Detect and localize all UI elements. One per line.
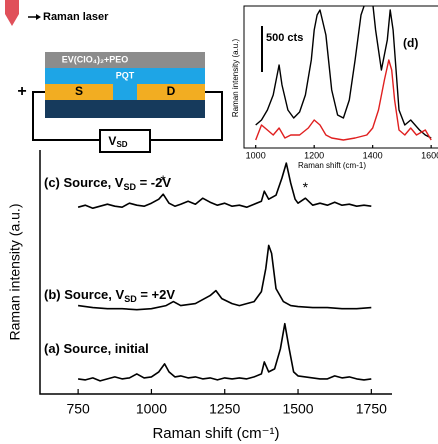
drain-label: D [167,84,176,98]
inset-x-title: Raman shift (cm-1) [298,161,366,170]
x-axis-title: Raman shift (cm⁻¹) [152,425,279,442]
y-axis-title: Raman intensity (a.u.) [7,204,23,341]
series-group [77,162,372,382]
spectrum-line [255,6,432,139]
inset-frame [243,5,438,149]
series-group [255,6,432,141]
drain-electrode [137,84,205,100]
trace-label-sub: SD [124,294,137,304]
plus-sign: + [17,83,26,100]
device-diagram: Raman laser EV(ClO₄)₂+PEO PQT S D + - VS… [5,0,223,153]
trace-label: (c) Source, VSD = -2V [44,175,171,192]
x-tick-label: 1000 [246,150,266,160]
top-layer-label: EV(ClO₄)₂+PEO [62,54,129,64]
source-electrode [45,84,113,100]
vsd-text: V [108,134,116,148]
scale-bar-label: 500 cts [266,32,303,44]
trace-label-sub: SD [123,182,136,192]
inset-chart: Raman intensity (a.u.) Raman shift (cm-1)… [231,5,438,170]
x-tick-label: 1000 [136,401,167,417]
arrow-head [36,14,41,20]
x-tick-label: 1600 [421,150,438,160]
trace-label-text: (c) Source, V [44,175,124,190]
trace-label-rest: = -2V [136,175,171,190]
trace-label: (b) Source, VSD = +2V [44,287,175,304]
laser-pointer [5,0,19,26]
circuit-wire [32,91,223,141]
peak-asterisk: * [303,179,309,195]
spectrum-line [77,244,372,311]
x-tick-label: 1200 [304,150,324,160]
pqt-layer [45,68,205,84]
x-tick-label: 1400 [363,150,383,160]
spectrum-line [77,162,372,209]
panel-label: (d) [403,36,418,50]
trace-label-rest: = +2V [137,287,176,302]
spectrum-line [77,322,372,382]
trace-label-text: (b) Source, V [44,287,125,302]
vsd-box [99,129,151,153]
x-tick-label: 1250 [209,401,240,417]
pqt-label: PQT [116,70,135,80]
x-tick-label: 1500 [282,401,313,417]
spectrum-line [255,59,432,141]
substrate [45,100,205,118]
trace-label-text: (a) Source, initial [44,341,149,356]
vsd-sub: SD [116,140,127,149]
peak-asterisk: * [160,172,166,188]
laser-label: Raman laser [43,11,109,23]
main-chart: Raman intensity (a.u.) Raman shift (cm⁻¹)… [7,150,392,442]
x-tick-label: 750 [66,401,90,417]
axes [39,150,392,395]
source-label: S [75,84,83,98]
trace-label: (a) Source, initial [44,341,149,356]
inset-y-title: Raman intensity (a.u.) [231,39,240,118]
x-tick-label: 1750 [356,401,387,417]
vsd-label: VSD [108,134,127,149]
top-layer [45,52,205,68]
